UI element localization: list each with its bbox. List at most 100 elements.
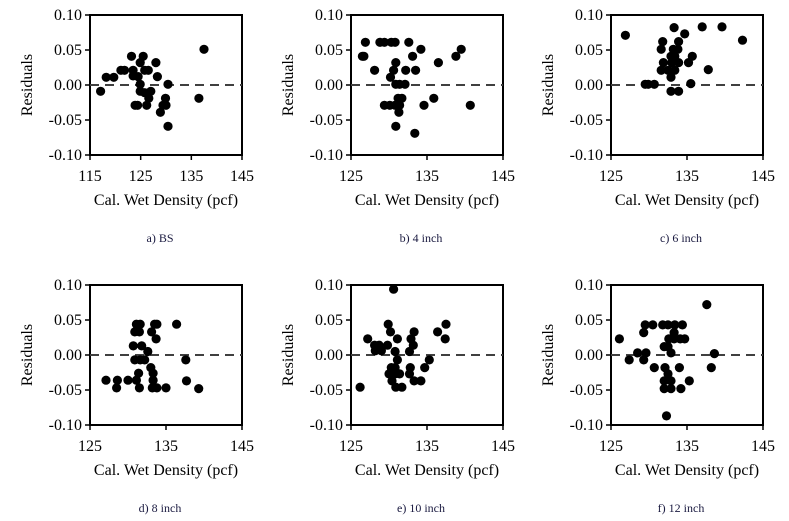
y-axis-title: Residuals bbox=[280, 54, 297, 116]
data-point bbox=[433, 327, 443, 337]
x-tick-label: 135 bbox=[154, 438, 178, 455]
data-point bbox=[441, 319, 451, 329]
data-point bbox=[409, 327, 419, 337]
y-tick-label: -0.10 bbox=[570, 147, 603, 164]
data-point bbox=[172, 319, 182, 329]
data-point bbox=[112, 383, 122, 393]
data-point bbox=[706, 363, 716, 373]
y-tick-label: 0.10 bbox=[54, 277, 82, 294]
y-axis-title: Residuals bbox=[19, 324, 36, 386]
data-point bbox=[137, 341, 147, 351]
x-tick-label: 135 bbox=[675, 438, 699, 455]
data-point bbox=[151, 58, 161, 68]
data-point bbox=[143, 346, 153, 357]
panel-caption: b) 4 inch bbox=[400, 231, 443, 245]
data-point bbox=[128, 341, 138, 351]
data-point bbox=[703, 65, 713, 75]
y-tick-label: 0.05 bbox=[575, 42, 603, 59]
data-point bbox=[112, 375, 122, 385]
data-point bbox=[649, 79, 659, 89]
data-point bbox=[669, 328, 679, 338]
data-point bbox=[416, 44, 426, 54]
y-axis-title: Residuals bbox=[540, 324, 557, 386]
data-point bbox=[680, 334, 690, 344]
data-point bbox=[663, 369, 673, 379]
data-point bbox=[686, 79, 696, 89]
data-point bbox=[385, 72, 396, 82]
data-point bbox=[429, 93, 439, 103]
data-point bbox=[181, 376, 192, 386]
x-axis-title: Cal. Wet Density (pcf) bbox=[355, 462, 499, 479]
data-point bbox=[363, 334, 373, 344]
data-point bbox=[663, 65, 673, 75]
data-point bbox=[160, 93, 171, 103]
y-axis-title: Residuals bbox=[280, 324, 297, 386]
data-point bbox=[683, 58, 694, 68]
data-point bbox=[419, 100, 429, 110]
x-tick-label: 145 bbox=[491, 438, 515, 455]
data-point bbox=[152, 383, 162, 393]
data-point bbox=[702, 300, 712, 310]
y-axis-title: Residuals bbox=[19, 54, 36, 116]
data-point bbox=[648, 320, 658, 330]
data-point bbox=[717, 22, 727, 32]
data-point bbox=[391, 58, 401, 68]
x-axis-title: Cal. Wet Density (pcf) bbox=[355, 192, 499, 209]
data-point bbox=[390, 346, 400, 357]
data-point bbox=[666, 86, 676, 96]
data-point bbox=[101, 375, 111, 385]
data-point bbox=[633, 348, 643, 358]
y-axis-title: Residuals bbox=[540, 54, 557, 116]
data-point bbox=[400, 79, 410, 89]
data-point bbox=[666, 348, 676, 358]
scatter-panel-5: 0.10 0.05 0.00 -0.05 -0.10 125 135 145 Cal. Wet … bbox=[280, 277, 515, 515]
panel-caption: e) 10 inch bbox=[397, 501, 445, 515]
data-point bbox=[640, 320, 650, 330]
y-tick-label: 0.05 bbox=[54, 312, 82, 329]
data-point bbox=[669, 23, 679, 33]
x-tick-label: 145 bbox=[230, 438, 254, 455]
y-tick-label: -0.05 bbox=[49, 382, 82, 399]
y-tick-label: 0.10 bbox=[315, 7, 343, 24]
scatter-panel-3: 0.10 0.05 0.00 -0.05 -0.10 125 135 145 Cal. Wet … bbox=[540, 7, 775, 245]
data-point bbox=[144, 93, 154, 103]
data-point bbox=[410, 128, 420, 138]
y-tick-label: -0.05 bbox=[49, 112, 82, 129]
y-tick-label: 0.10 bbox=[575, 7, 603, 24]
y-tick-label: 0.05 bbox=[575, 312, 603, 329]
y-tick-label: -0.05 bbox=[570, 382, 603, 399]
y-tick-label: 0.00 bbox=[575, 347, 603, 364]
data-point bbox=[134, 383, 144, 393]
data-point bbox=[119, 65, 130, 75]
x-tick-label: 135 bbox=[415, 168, 439, 185]
data-point bbox=[134, 327, 144, 337]
data-point bbox=[394, 107, 404, 117]
x-axis-title: Cal. Wet Density (pcf) bbox=[94, 192, 238, 209]
x-tick-label: 135 bbox=[415, 438, 439, 455]
data-point bbox=[194, 384, 204, 394]
data-point bbox=[355, 382, 365, 392]
data-point bbox=[148, 368, 158, 378]
data-point bbox=[697, 22, 707, 32]
data-point bbox=[135, 58, 145, 68]
data-point bbox=[376, 346, 386, 356]
data-point bbox=[142, 100, 152, 110]
data-point bbox=[620, 30, 631, 40]
data-point bbox=[135, 79, 145, 89]
y-tick-label: 0.00 bbox=[315, 77, 343, 94]
x-tick-label: 125 bbox=[599, 438, 623, 455]
data-point bbox=[667, 58, 677, 68]
data-point bbox=[639, 355, 649, 365]
data-point bbox=[370, 65, 380, 75]
x-tick-label: 125 bbox=[129, 168, 153, 185]
x-axis-title: Cal. Wet Density (pcf) bbox=[94, 462, 238, 479]
data-point bbox=[389, 65, 399, 75]
y-tick-label: 0.00 bbox=[54, 77, 82, 94]
data-point bbox=[409, 376, 419, 386]
y-tick-label: -0.05 bbox=[570, 112, 603, 129]
y-tick-label: -0.10 bbox=[310, 417, 343, 434]
panel-caption: d) 8 inch bbox=[139, 501, 182, 515]
data-point bbox=[670, 65, 680, 75]
data-point bbox=[614, 334, 625, 344]
